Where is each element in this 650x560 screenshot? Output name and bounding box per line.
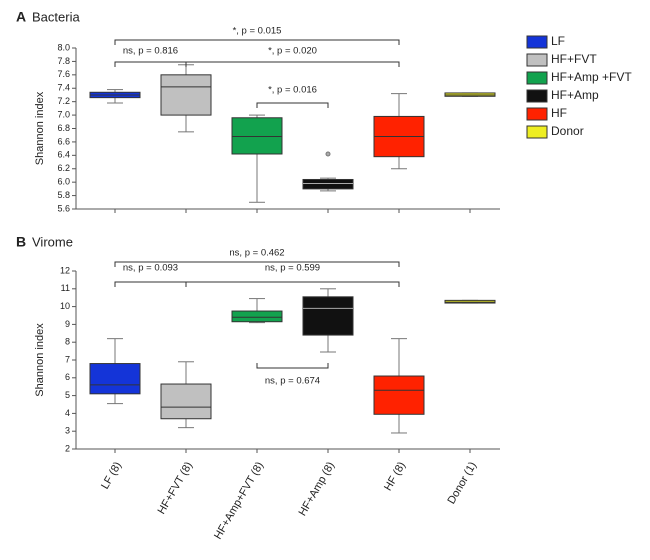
annotation: ns, p = 0.599 bbox=[265, 263, 320, 274]
legend-label: Donor bbox=[551, 124, 584, 138]
y-tick-label: 2 bbox=[65, 443, 70, 453]
bracket bbox=[185, 281, 400, 287]
y-tick-label: 5.6 bbox=[57, 203, 70, 213]
y-tick-label: 7.4 bbox=[57, 83, 70, 93]
y-axis-label: Shannon index bbox=[34, 323, 46, 397]
y-tick-label: 5 bbox=[65, 390, 70, 400]
x-tick-label: HF+FVT (8) bbox=[156, 460, 195, 516]
bracket bbox=[185, 61, 400, 67]
box bbox=[302, 296, 354, 336]
box bbox=[302, 178, 354, 190]
legend-label: HF+FVT bbox=[551, 52, 597, 66]
legend-swatch bbox=[526, 53, 548, 67]
legend-swatch bbox=[526, 125, 548, 139]
y-tick-label: 6.6 bbox=[57, 136, 70, 146]
annotation: *, p = 0.015 bbox=[233, 26, 282, 37]
y-tick-label: 12 bbox=[60, 265, 70, 275]
box bbox=[231, 310, 283, 323]
legend-label: HF bbox=[551, 106, 567, 120]
annotation: ns, p = 0.816 bbox=[123, 46, 178, 57]
y-axis-label: Shannon index bbox=[34, 91, 46, 165]
y-tick-label: 8 bbox=[65, 337, 70, 347]
box bbox=[89, 363, 141, 395]
panel-title: Virome bbox=[32, 234, 73, 249]
y-tick-label: 8.0 bbox=[57, 42, 70, 52]
bracket bbox=[256, 102, 329, 108]
legend-swatch bbox=[526, 35, 548, 49]
y-tick-label: 7 bbox=[65, 354, 70, 364]
bracket bbox=[114, 61, 187, 67]
x-tick-label: HF+Amp+FVT (8) bbox=[212, 460, 266, 542]
y-tick-label: 6.0 bbox=[57, 177, 70, 187]
y-tick-label: 4 bbox=[65, 408, 70, 418]
y-tick-label: 11 bbox=[61, 283, 70, 293]
y-tick-label: 5.8 bbox=[57, 190, 70, 200]
outlier bbox=[325, 151, 331, 157]
annotation: ns, p = 0.462 bbox=[229, 248, 284, 259]
y-tick-label: 10 bbox=[60, 301, 70, 311]
y-tick-label: 7.6 bbox=[57, 69, 70, 79]
box bbox=[231, 117, 283, 155]
annotation: *, p = 0.020 bbox=[268, 46, 317, 57]
panel-label: A bbox=[16, 9, 26, 25]
annotation: ns, p = 0.093 bbox=[123, 263, 178, 274]
panel-title: Bacteria bbox=[32, 9, 80, 24]
bracket bbox=[114, 261, 400, 267]
panel-label: B bbox=[16, 234, 26, 250]
bracket bbox=[114, 39, 400, 45]
y-tick-label: 7.2 bbox=[57, 96, 70, 106]
y-tick-label: 3 bbox=[65, 426, 70, 436]
bracket bbox=[256, 363, 329, 369]
y-tick-label: 6.8 bbox=[57, 123, 70, 133]
x-tick-label: Donor (1) bbox=[445, 460, 479, 506]
legend-swatch bbox=[526, 107, 548, 121]
box bbox=[160, 383, 212, 420]
y-tick-label: 6 bbox=[65, 372, 70, 382]
bracket bbox=[114, 281, 187, 287]
annotation: *, p = 0.016 bbox=[268, 85, 317, 96]
legend-label: HF+Amp +FVT bbox=[551, 70, 632, 84]
box bbox=[373, 375, 425, 415]
y-tick-label: 7.8 bbox=[57, 56, 70, 66]
x-tick-label: LF (8) bbox=[99, 460, 124, 491]
y-tick-label: 6.4 bbox=[57, 150, 70, 160]
x-tick-label: HF (8) bbox=[382, 460, 408, 493]
y-tick-label: 6.2 bbox=[57, 163, 70, 173]
y-tick-label: 7.0 bbox=[57, 109, 70, 119]
legend-label: LF bbox=[551, 34, 565, 48]
legend-swatch bbox=[526, 89, 548, 103]
annotation: ns, p = 0.674 bbox=[265, 376, 320, 387]
box bbox=[160, 74, 212, 116]
legend-label: HF+Amp bbox=[551, 88, 599, 102]
legend-swatch bbox=[526, 71, 548, 85]
x-tick-label: HF+Amp (8) bbox=[297, 460, 338, 518]
y-tick-label: 9 bbox=[65, 319, 70, 329]
